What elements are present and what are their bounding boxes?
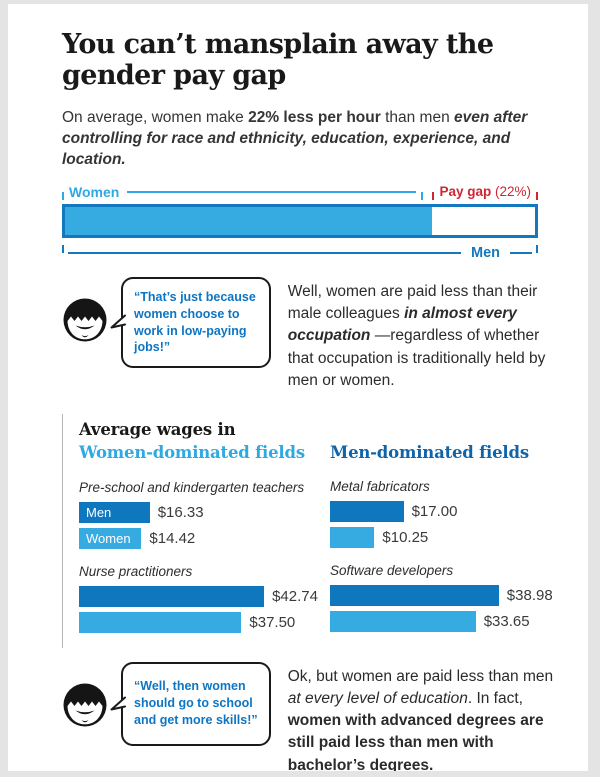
- text-segment: at every level of education: [287, 689, 468, 707]
- pay-gap-bar-outline: [62, 203, 538, 238]
- pay-gap-chart-top-labels: Women Pay gap (22%): [62, 183, 538, 201]
- speech-bubble-1: “That’s just because women choose to wor…: [110, 276, 271, 369]
- bracket-tick-icon: [536, 244, 538, 253]
- conversation-1: “That’s just because women choose to wor…: [62, 276, 562, 393]
- men-wage-bar: Men: [79, 501, 150, 523]
- text-segment: —regardless of whether that occupation i…: [287, 327, 546, 390]
- wage-value: $37.50: [249, 613, 296, 631]
- speech-bubble-2: “Well, then women should go to school an…: [110, 661, 271, 746]
- men-dominated-heading: Men-dominated fields: [330, 441, 552, 464]
- bracket-tick-icon: [432, 191, 435, 200]
- wage-value: $17.00: [411, 503, 458, 521]
- wage-value: $10.25: [382, 529, 429, 547]
- men-label: Men: [471, 244, 500, 261]
- wage-bar-row: Women $14.42: [79, 527, 313, 549]
- speech-bubble-tail-icon: [110, 314, 126, 329]
- wage-bar-row: Men $16.33: [79, 501, 313, 523]
- women-wage-bar: [330, 527, 375, 549]
- mansplainer-face-icon: [63, 298, 107, 342]
- men-wage-bar: [330, 585, 499, 607]
- men-bracket-line-end: [510, 251, 532, 254]
- men-dominated-fields-label: Men-dominated fields: [330, 443, 529, 463]
- bracket-tick-icon: [421, 191, 424, 200]
- men-dominated-charts: Metal fabricators $17.00 $10.25 Software de…: [330, 479, 553, 633]
- wage-bar-row: $33.65: [330, 611, 552, 633]
- pay-gap-label-bold: Pay gap: [439, 184, 492, 200]
- women-dominated-heading: Average wages in Women-dominated fields: [79, 418, 313, 464]
- wage-value: $42.74: [272, 587, 318, 605]
- intro-text: On average, women make 22% less per hour…: [62, 107, 538, 170]
- pay-gap-chart: Women Pay gap (22%) Men: [62, 183, 538, 263]
- women-bracket-line: [127, 190, 417, 193]
- occupation-label: Nurse practitioners: [79, 563, 193, 579]
- women-wage-bar: Women: [79, 527, 142, 549]
- page-title: You can’t mansplain away the gender pay …: [62, 29, 494, 91]
- wage-bar-row: $42.74: [79, 585, 318, 607]
- response-1-text: Well, women are paid less than their mal…: [288, 281, 562, 393]
- speech-bubble-1-text: “That’s just because women choose to wor…: [134, 289, 256, 355]
- bracket-tick-icon: [536, 191, 538, 200]
- women-wage-bar: [79, 611, 242, 633]
- text-segment: . In fact,: [467, 689, 523, 707]
- conversation-2: “Well, then women should go to school an…: [62, 661, 562, 771]
- men-bracket-line: [68, 251, 461, 254]
- wage-value: $33.65: [483, 613, 530, 631]
- women-dominated-column: Average wages in Women-dominated fields P…: [79, 418, 318, 637]
- bar-inside-label: Women: [86, 530, 131, 546]
- men-wage-bar: [79, 585, 265, 607]
- text-segment: Ok, but women are paid less than men: [287, 667, 554, 685]
- bracket-tick-icon: [62, 191, 64, 200]
- text-segment: than men: [380, 108, 455, 126]
- bracket-tick-icon: [62, 244, 64, 253]
- occupation-label: Pre-school and kindergarten teachers: [79, 479, 305, 495]
- mansplainer-face-icon: [63, 683, 107, 727]
- response-2-text: Ok, but women are paid less than men at …: [288, 666, 562, 771]
- text-segment: 22% less per hour: [248, 108, 381, 126]
- occupation-label: Software developers: [330, 563, 454, 579]
- women-wage-bar: [330, 611, 476, 633]
- text-segment: On average, women make: [62, 108, 249, 126]
- men-wage-bar: [330, 501, 404, 523]
- wage-bar-row: $17.00: [330, 501, 552, 523]
- pay-gap-label: Pay gap (22%): [439, 184, 531, 199]
- speech-bubble-2-text: “Well, then women should go to school an…: [134, 679, 258, 727]
- wage-bar-row: $38.98: [330, 585, 553, 607]
- wage-value: $38.98: [506, 587, 553, 605]
- text-segment: Well, women are paid less than their mal…: [287, 282, 538, 323]
- pay-gap-label-group: Pay gap (22%): [432, 184, 538, 200]
- text-segment: women with advanced degrees are still pa…: [287, 712, 544, 771]
- women-dominated-charts: Pre-school and kindergarten teachers Men $…: [79, 479, 318, 633]
- women-share-bar: [65, 206, 432, 235]
- women-label: Women: [69, 183, 120, 200]
- text-segment: even after controlling for race and ethn…: [62, 108, 528, 168]
- text-segment: in almost every occupation: [287, 305, 517, 345]
- bar-inside-label: Men: [86, 504, 112, 520]
- wage-bar-row: $37.50: [79, 611, 313, 633]
- infographic-card: You can’t mansplain away the gender pay …: [8, 4, 588, 771]
- men-dominated-column: Men-dominated fields Metal fabricators $1…: [313, 418, 553, 637]
- pay-gap-chart-bottom-labels: Men: [62, 243, 538, 263]
- wage-comparison-section: Average wages in Women-dominated fields P…: [62, 414, 553, 648]
- pay-gap-label-value: (22%): [491, 184, 531, 200]
- average-wages-in-label: Average wages in: [79, 420, 236, 440]
- speech-bubble-tail-icon: [110, 696, 126, 711]
- wage-value: $14.42: [149, 529, 196, 547]
- wage-value: $16.33: [157, 503, 204, 521]
- wage-bar-row: $10.25: [330, 527, 552, 549]
- occupation-label: Metal fabricators: [330, 479, 430, 495]
- women-dominated-fields-label: Women-dominated fields: [79, 443, 305, 463]
